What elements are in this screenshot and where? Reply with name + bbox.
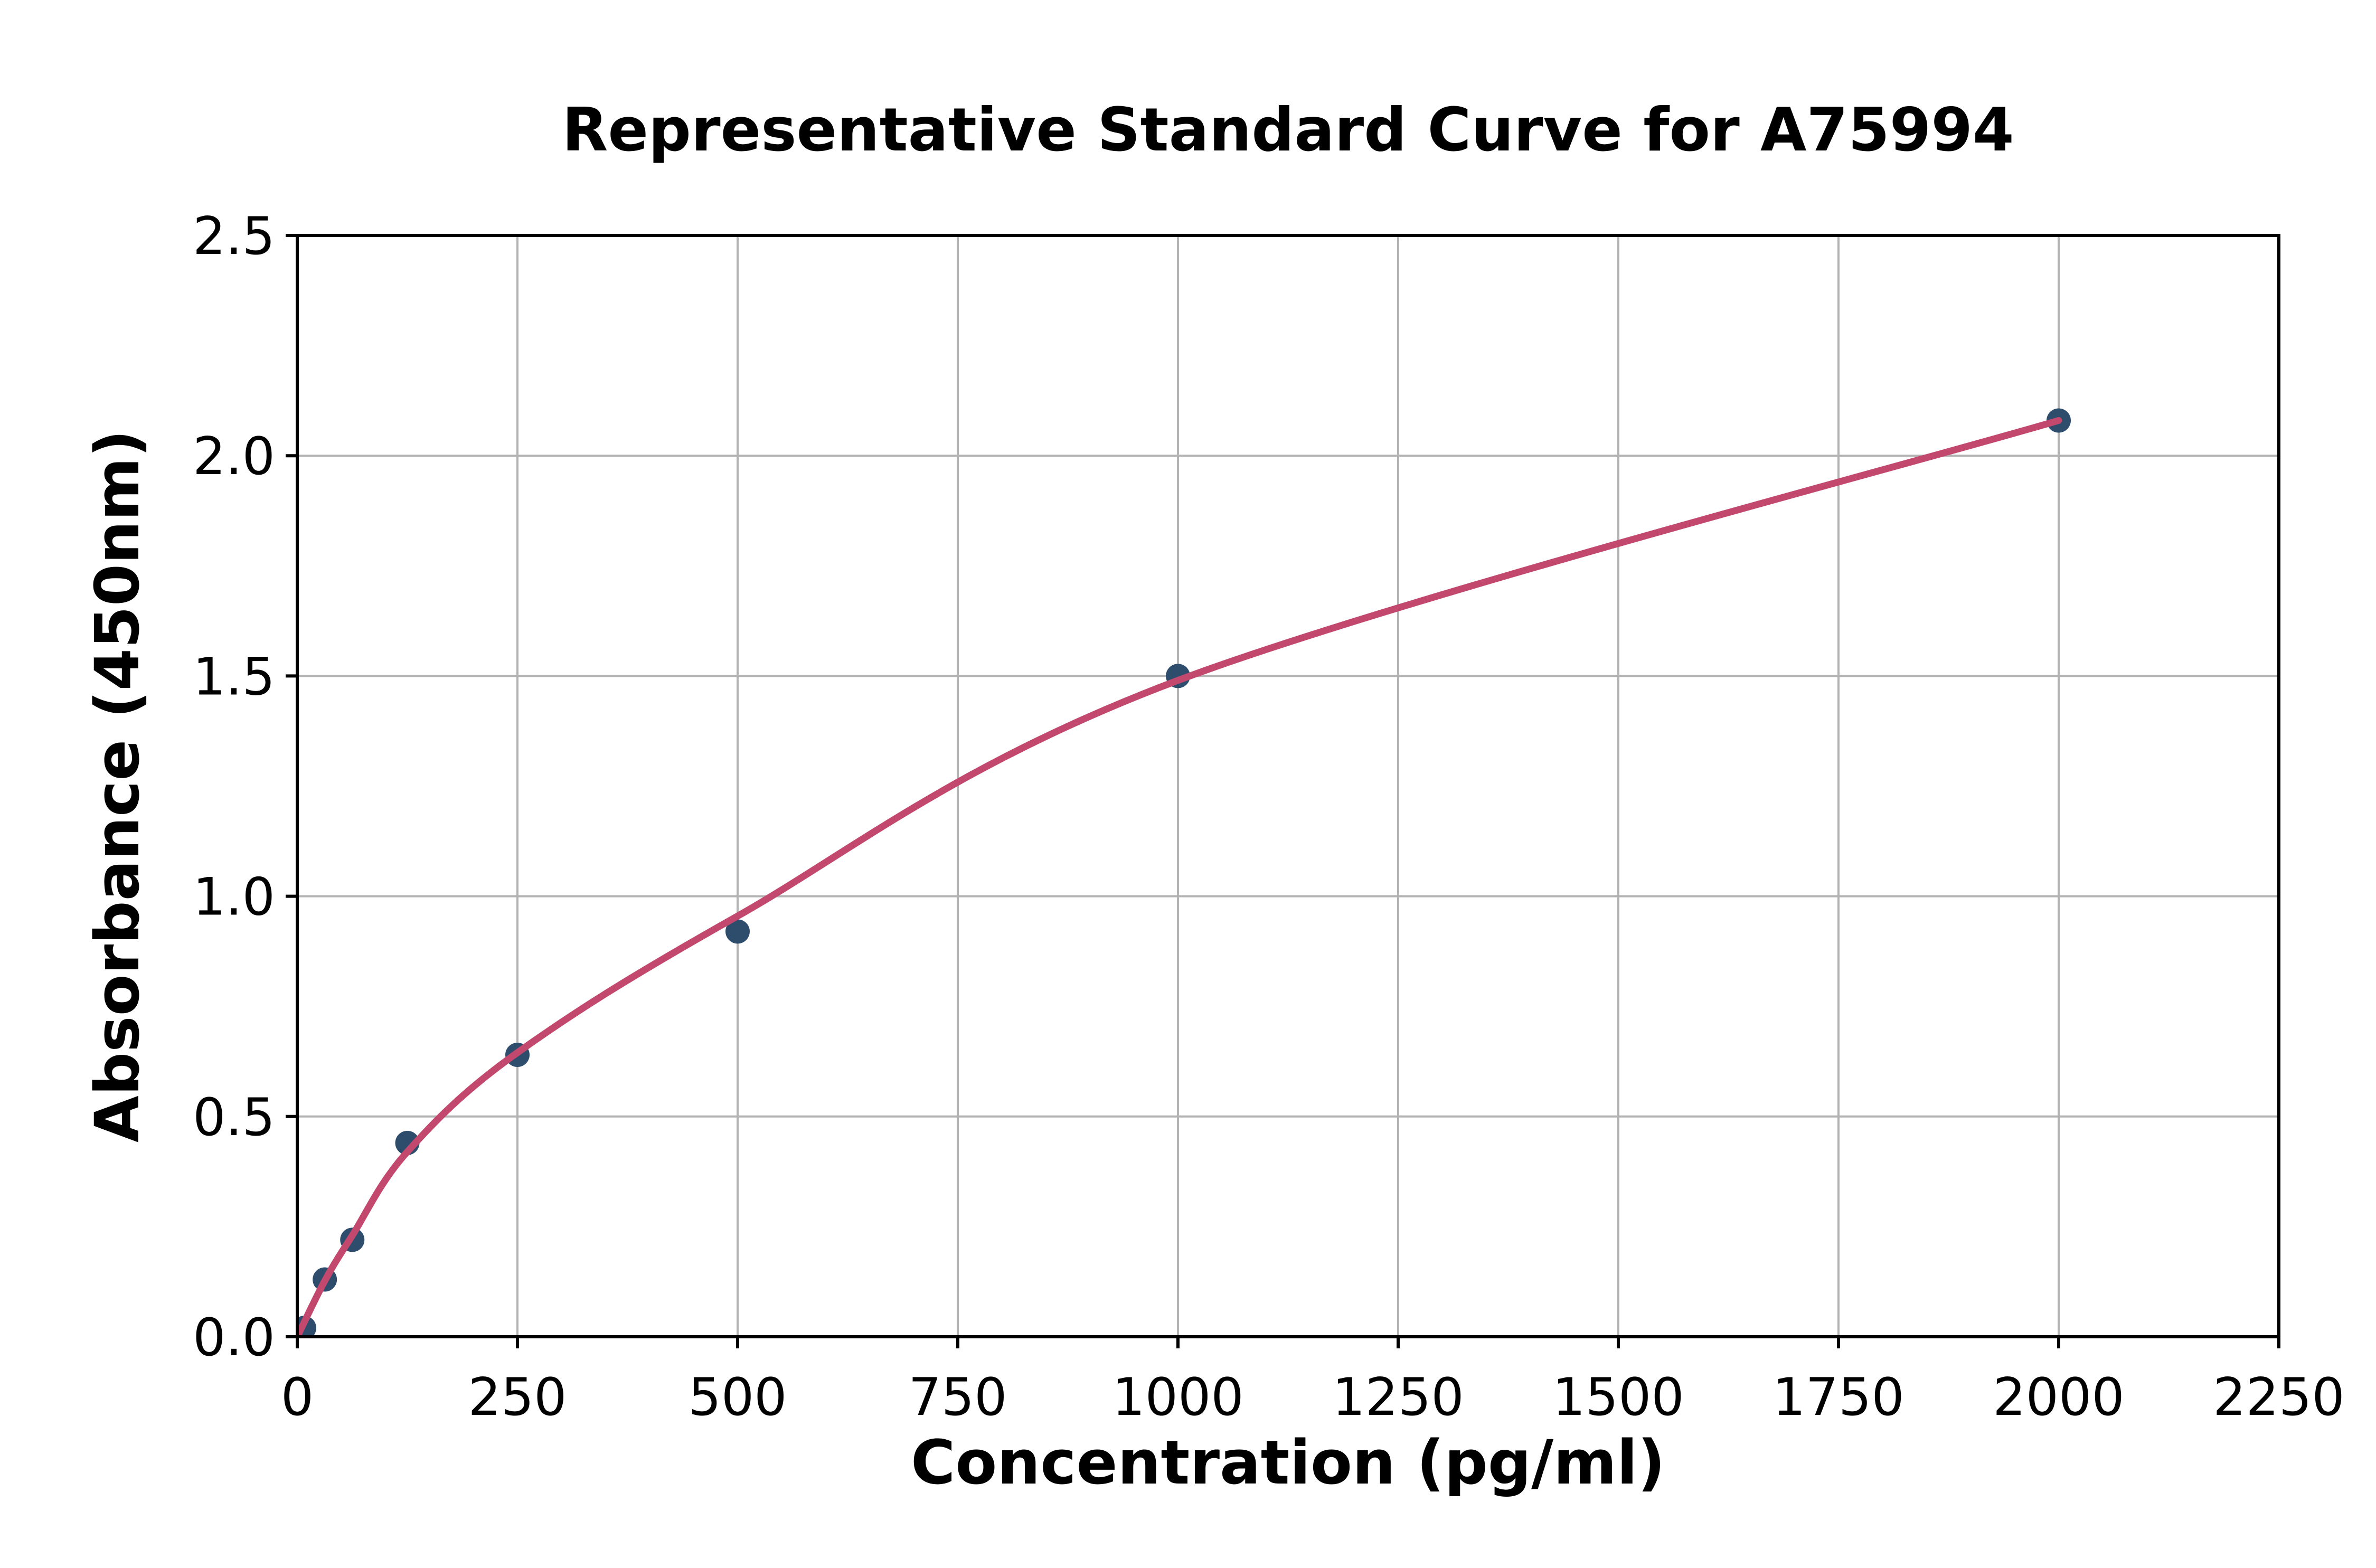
y-tick-label-1.0: 1.0	[193, 867, 275, 928]
x-tick-label-750: 750	[908, 1367, 1007, 1428]
y-tick-labels: 0.0 0.5 1.0 1.5 2.0 2.5	[193, 206, 275, 1368]
x-tick-label-2250: 2250	[2213, 1367, 2344, 1428]
y-tick-label-2.5: 2.5	[193, 206, 275, 267]
data-point	[725, 919, 750, 944]
x-tick-label-1500: 1500	[1552, 1367, 1684, 1428]
y-tick-label-2.0: 2.0	[193, 427, 275, 487]
y-tick-label-0.0: 0.0	[193, 1308, 275, 1368]
x-tick-label-250: 250	[468, 1367, 567, 1428]
axis-ticks	[286, 234, 2280, 1348]
fit-curve-line	[297, 417, 2062, 1337]
x-tick-labels: 0 250 500 750 1000 1250 1500 1750 2000 2250	[281, 1367, 2345, 1428]
y-axis-label: Absorbance (450nm)	[82, 430, 153, 1142]
x-tick-label-2000: 2000	[1993, 1367, 2124, 1428]
x-tick-label-0: 0	[281, 1367, 314, 1428]
x-tick-label-1250: 1250	[1332, 1367, 1464, 1428]
x-tick-label-1000: 1000	[1112, 1367, 1243, 1428]
x-tick-label-1750: 1750	[1772, 1367, 1904, 1428]
x-tick-label-500: 500	[688, 1367, 787, 1428]
plot-border	[296, 234, 2280, 1338]
y-tick-label-1.5: 1.5	[193, 647, 275, 707]
y-tick-label-0.5: 0.5	[193, 1088, 275, 1148]
x-axis-label: Concentration (pg/ml)	[911, 1428, 1665, 1498]
chart-title: Representative Standard Curve for A75994	[562, 95, 2014, 165]
